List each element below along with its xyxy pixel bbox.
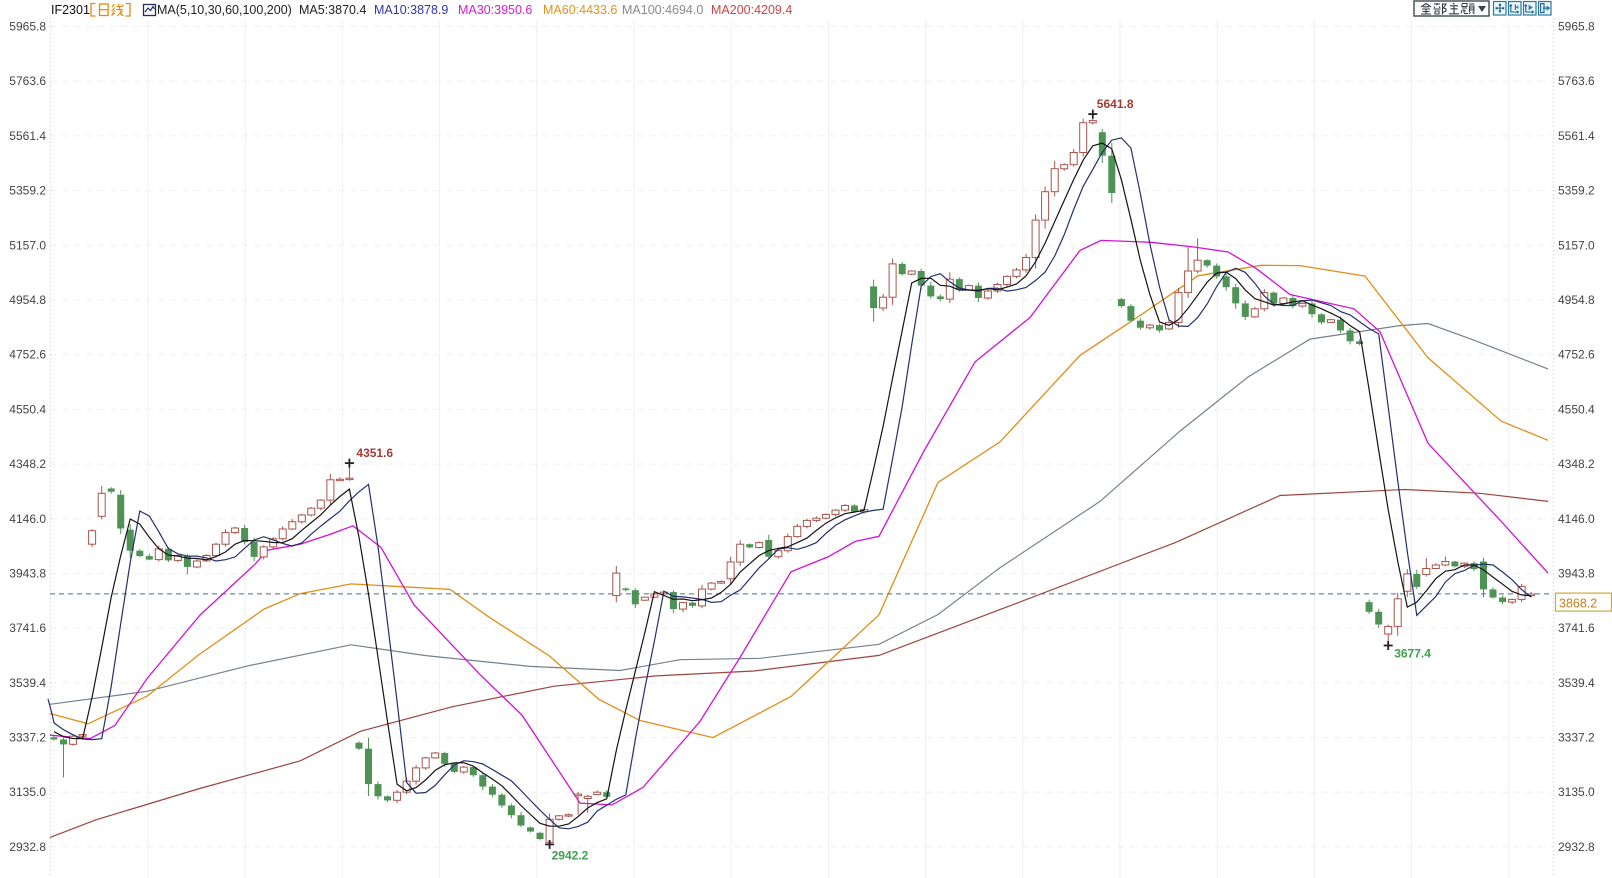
svg-text:4348.2: 4348.2: [1558, 457, 1595, 471]
svg-text:5157.0: 5157.0: [9, 238, 46, 252]
svg-text:4550.4: 4550.4: [1558, 402, 1595, 416]
svg-text:4348.2: 4348.2: [9, 457, 46, 471]
svg-text:2932.8: 2932.8: [1558, 840, 1595, 854]
svg-text:3868.2: 3868.2: [1559, 596, 1597, 610]
svg-text:5561.4: 5561.4: [1558, 129, 1595, 143]
svg-text:5965.8: 5965.8: [1558, 20, 1595, 34]
svg-text:5763.6: 5763.6: [1558, 74, 1595, 88]
svg-text:MA10:3878.9: MA10:3878.9: [374, 3, 448, 17]
svg-text:5641.8: 5641.8: [1097, 97, 1134, 111]
svg-text:2942.2: 2942.2: [552, 848, 589, 862]
svg-text:MA(5,10,30,60,100,200): MA(5,10,30,60,100,200): [157, 3, 292, 17]
svg-text:3677.4: 3677.4: [1394, 647, 1431, 661]
svg-text:3135.0: 3135.0: [1558, 785, 1595, 799]
svg-text:4752.6: 4752.6: [9, 348, 46, 362]
svg-text:5359.2: 5359.2: [9, 184, 46, 198]
svg-text:MA100:4694.0: MA100:4694.0: [622, 3, 703, 17]
svg-text:4752.6: 4752.6: [1558, 348, 1595, 362]
svg-text:5763.6: 5763.6: [9, 74, 46, 88]
svg-text:MA60:4433.6: MA60:4433.6: [543, 3, 617, 17]
svg-text:3741.6: 3741.6: [1558, 621, 1595, 635]
svg-text:5359.2: 5359.2: [1558, 184, 1595, 198]
svg-text:MA200:4209.4: MA200:4209.4: [711, 3, 792, 17]
svg-text:MA30:3950.6: MA30:3950.6: [458, 3, 532, 17]
svg-text:5965.8: 5965.8: [9, 20, 46, 34]
svg-text:5561.4: 5561.4: [9, 129, 46, 143]
svg-text:3943.8: 3943.8: [1558, 567, 1595, 581]
svg-text:MA5:3870.4: MA5:3870.4: [299, 3, 366, 17]
svg-text:3337.2: 3337.2: [9, 731, 46, 745]
svg-text:4954.8: 4954.8: [1558, 293, 1595, 307]
svg-text:4146.0: 4146.0: [9, 512, 46, 526]
svg-text:4351.6: 4351.6: [356, 446, 393, 460]
svg-text:4954.8: 4954.8: [9, 293, 46, 307]
svg-text:3539.4: 3539.4: [9, 676, 46, 690]
svg-text:3943.8: 3943.8: [9, 567, 46, 581]
svg-text:3135.0: 3135.0: [9, 785, 46, 799]
svg-text:IF2301: IF2301: [51, 3, 90, 17]
svg-text:5157.0: 5157.0: [1558, 238, 1595, 252]
svg-text:4146.0: 4146.0: [1558, 512, 1595, 526]
svg-text:2932.8: 2932.8: [9, 840, 46, 854]
svg-text:3741.6: 3741.6: [9, 621, 46, 635]
svg-text:4550.4: 4550.4: [9, 402, 46, 416]
svg-text:3539.4: 3539.4: [1558, 676, 1595, 690]
svg-text:3337.2: 3337.2: [1558, 731, 1595, 745]
